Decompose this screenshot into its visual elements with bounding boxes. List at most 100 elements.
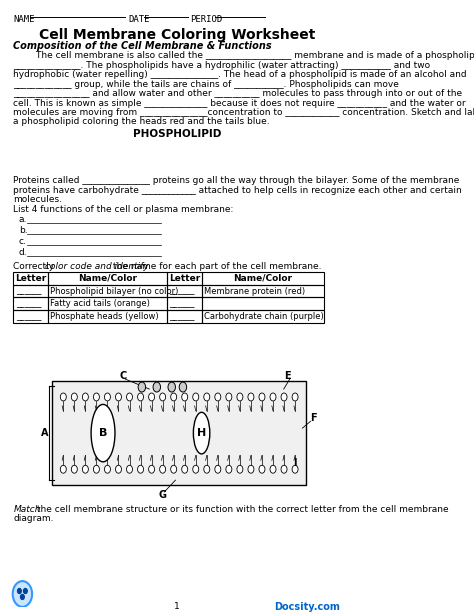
Text: ______: ______ [16,312,41,321]
Text: molecules are moving from _______________concentration to ____________ concentra: molecules are moving from ______________… [13,108,474,117]
Text: Name/Color: Name/Color [233,273,292,283]
Circle shape [193,393,199,401]
Bar [48,284,167,297]
Circle shape [226,465,232,473]
Text: ______: ______ [170,299,195,308]
Bar [52,381,306,485]
Circle shape [137,393,144,401]
Text: H: H [197,428,206,438]
Text: The cell membrane is also called the ___________________ membrane and is made of: The cell membrane is also called the ___… [13,51,474,61]
Circle shape [160,465,165,473]
Circle shape [237,465,243,473]
Text: c.: c. [18,237,27,246]
Bar [167,297,201,310]
Circle shape [72,465,77,473]
Circle shape [93,393,100,401]
Text: Match: Match [13,505,41,514]
Text: Fatty acid tails (orange): Fatty acid tails (orange) [50,299,150,308]
Text: Membrane protein (red): Membrane protein (red) [204,286,305,295]
Circle shape [20,595,24,600]
Ellipse shape [193,413,210,454]
Circle shape [182,393,188,401]
Text: Docsity.com: Docsity.com [274,602,340,612]
Text: the cell membrane structure or its function with the correct letter from the cel: the cell membrane structure or its funct… [34,505,448,514]
Circle shape [13,581,32,607]
Bar [13,272,48,284]
Circle shape [60,393,66,401]
Circle shape [193,465,199,473]
Circle shape [127,393,133,401]
Bar [48,297,167,310]
Text: Composition of the Cell Membrane & Functions: Composition of the Cell Membrane & Funct… [13,40,272,51]
Bar [167,284,201,297]
Text: PERIOD: PERIOD [191,15,223,24]
Circle shape [93,465,100,473]
Circle shape [292,465,298,473]
Text: _______________. The phospholipids have a hydrophilic (water attracting) _______: _______________. The phospholipids have … [13,61,430,70]
Text: ______: ______ [170,286,195,295]
Circle shape [237,393,243,401]
Text: Letter: Letter [169,273,200,283]
Text: 1: 1 [174,602,180,611]
Text: d.: d. [18,248,27,257]
Text: List 4 functions of the cell or plasma membrane:: List 4 functions of the cell or plasma m… [13,205,234,215]
Text: proteins have carbohydrate ____________ attached to help cells in recognize each: proteins have carbohydrate ____________ … [13,186,462,194]
Circle shape [248,393,254,401]
Bar [201,297,324,310]
Circle shape [270,393,276,401]
Text: molecules.: molecules. [13,195,63,204]
Bar [167,310,201,323]
Bar [167,272,201,284]
Text: Carbohydrate chain (purple): Carbohydrate chain (purple) [204,312,324,321]
Text: Name/Color: Name/Color [78,273,137,283]
Circle shape [104,393,110,401]
Circle shape [168,382,175,392]
Bar [13,297,48,310]
Text: DATE: DATE [128,15,150,24]
Bar [48,272,167,284]
Circle shape [138,382,146,392]
Circle shape [149,393,155,401]
Circle shape [104,465,110,473]
Text: color code and identify: color code and identify [45,262,148,271]
Circle shape [226,393,232,401]
Text: ______: ______ [16,299,41,308]
Circle shape [72,393,77,401]
Circle shape [18,588,21,593]
Circle shape [116,393,121,401]
Bar [201,284,324,297]
Text: _____________ group, while the tails are chains of ___________. Phospholipids ca: _____________ group, while the tails are… [13,80,399,89]
Circle shape [153,382,161,392]
Text: Correctly: Correctly [13,262,57,271]
Circle shape [179,382,187,392]
Text: ______: ______ [170,312,195,321]
Circle shape [270,465,276,473]
Bar [201,310,324,323]
Text: A: A [41,428,48,438]
Text: b.: b. [18,226,27,235]
Circle shape [259,465,265,473]
Text: ______: ______ [16,286,41,295]
Text: B: B [99,428,107,438]
Text: a phospholipid coloring the heads red and the tails blue.: a phospholipid coloring the heads red an… [13,117,270,126]
Circle shape [215,393,221,401]
Text: NAME: NAME [13,15,35,24]
Circle shape [160,393,165,401]
Circle shape [137,465,144,473]
Text: Cell Membrane Coloring Worksheet: Cell Membrane Coloring Worksheet [39,28,315,42]
Circle shape [60,465,66,473]
Ellipse shape [91,405,115,462]
Circle shape [24,588,27,593]
Circle shape [82,393,88,401]
Circle shape [149,465,155,473]
Text: cell. This is known as simple ______________ because it does not require _______: cell. This is known as simple __________… [13,99,466,107]
Text: Phospholipid bilayer (no color): Phospholipid bilayer (no color) [50,286,178,295]
Circle shape [215,465,221,473]
Circle shape [281,465,287,473]
Bar [48,310,167,323]
Circle shape [204,393,210,401]
Circle shape [82,465,88,473]
Circle shape [171,465,177,473]
Text: F: F [310,413,317,423]
Text: diagram.: diagram. [13,514,54,524]
